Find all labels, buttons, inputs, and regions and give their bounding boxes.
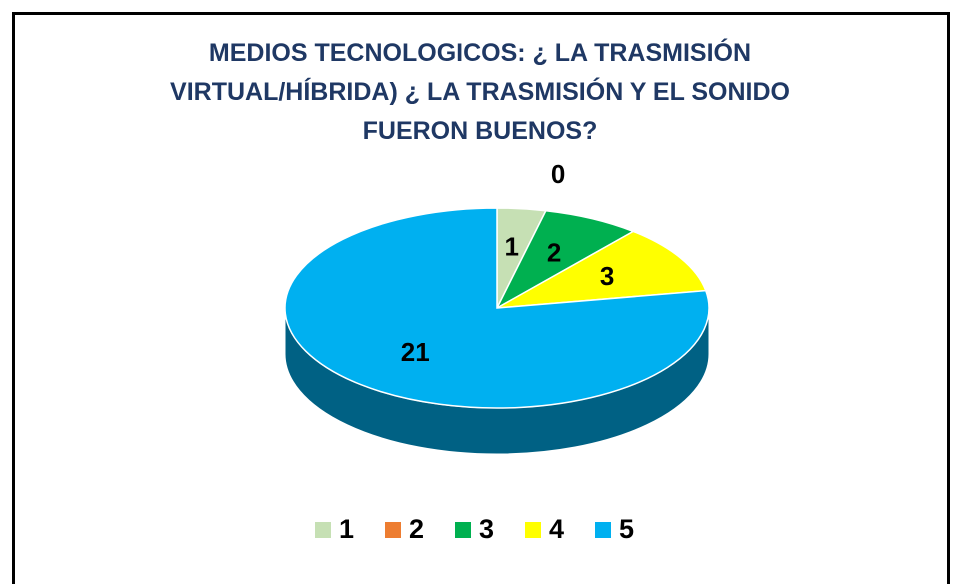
- slice: [496, 230, 707, 309]
- legend-swatch: [385, 522, 401, 538]
- chart-frame: [12, 12, 950, 584]
- chart-title: MEDIOS TECNOLOGICOS: ¿ LA TRASMISIÓN VIR…: [170, 39, 790, 145]
- legend-label: 2: [409, 514, 424, 544]
- legend-swatch: [525, 522, 541, 538]
- data-label: 1: [505, 231, 519, 261]
- legend-label: 5: [619, 514, 634, 544]
- legend-label: 3: [479, 514, 494, 544]
- slice: [495, 209, 636, 310]
- data-label: 21: [401, 337, 430, 367]
- legend-label: 4: [549, 514, 564, 544]
- data-label: 2: [547, 237, 561, 267]
- legend-swatch: [595, 522, 611, 538]
- legend-swatch: [315, 522, 331, 538]
- legend-swatch: [455, 522, 471, 538]
- data-label: 3: [600, 261, 614, 291]
- data-label: 0: [551, 159, 565, 189]
- legend-label: 1: [339, 514, 354, 544]
- slice: [284, 207, 710, 409]
